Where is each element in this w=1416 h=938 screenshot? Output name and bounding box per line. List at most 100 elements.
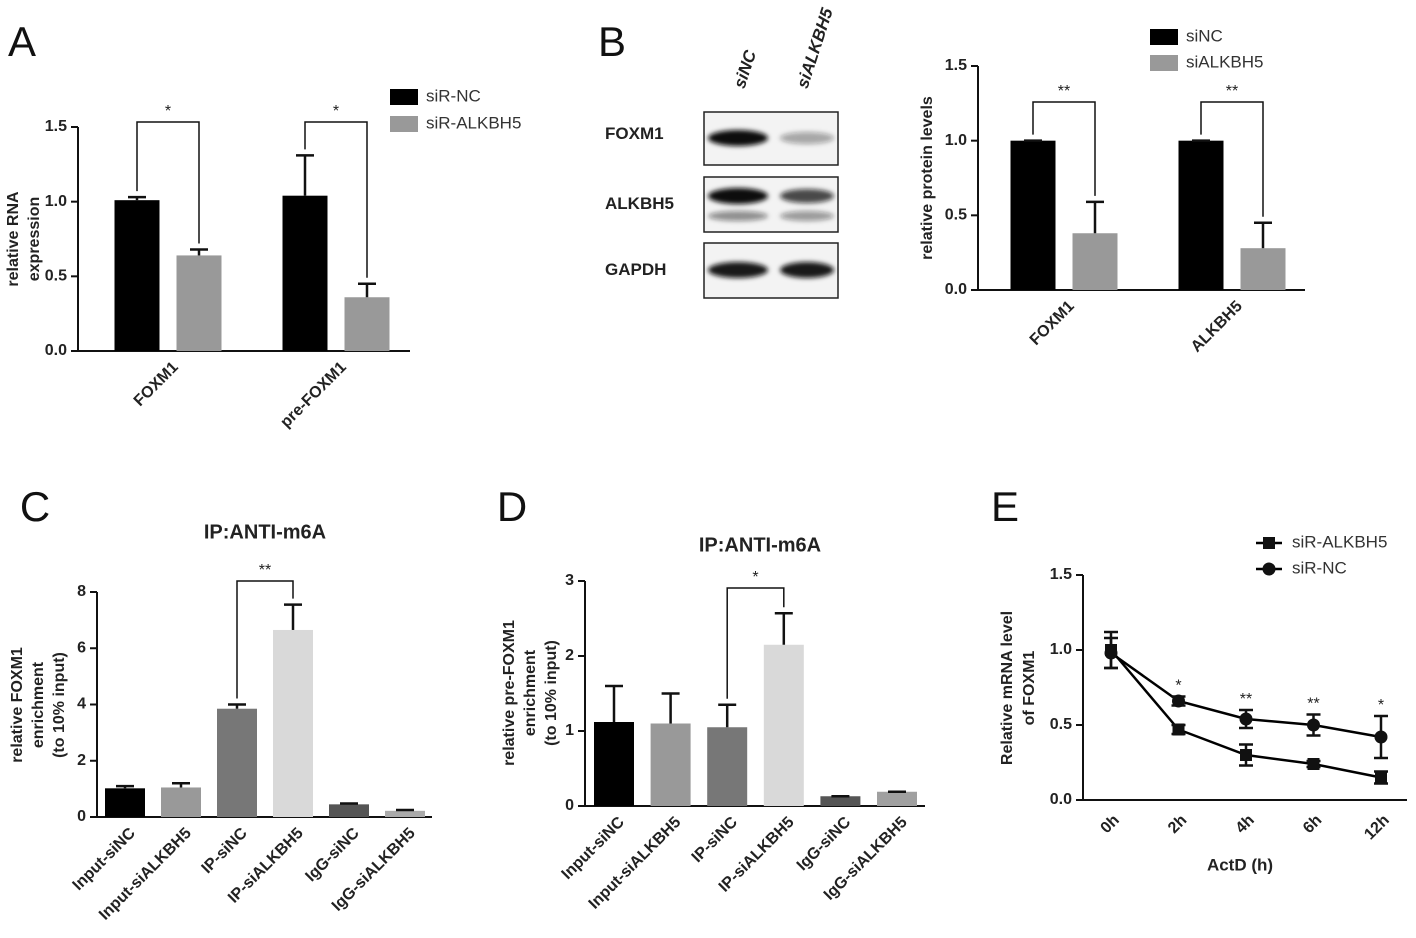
protein-label: FOXM1 xyxy=(605,124,664,143)
legend-item: siR-NC xyxy=(390,86,481,105)
bar xyxy=(161,787,201,817)
panel-letter: D xyxy=(497,483,527,530)
x-tick-label: 0h xyxy=(1098,812,1123,837)
significance-label: * xyxy=(165,103,171,120)
legend-swatch xyxy=(1150,29,1178,45)
x-tick-label: pre-FOXM1 xyxy=(277,359,349,431)
y-tick-label: 1.5 xyxy=(1050,566,1072,583)
y-axis-label: enrichment xyxy=(30,661,47,748)
significance-label: * xyxy=(333,103,339,120)
error-bar xyxy=(284,603,302,630)
y-tick-label: 6 xyxy=(77,639,86,656)
panel-letter: B xyxy=(598,18,626,65)
bar xyxy=(1010,140,1056,290)
blot-band xyxy=(708,262,768,278)
x-tick-label: FOXM1 xyxy=(131,359,182,410)
y-tick-label: 1.0 xyxy=(1050,641,1072,658)
y-axis-label: expression xyxy=(26,197,43,281)
legend-item: siR-ALKBH5 xyxy=(1256,532,1387,551)
panel-letter: C xyxy=(20,483,50,530)
y-tick-label: 3 xyxy=(565,572,574,589)
bar xyxy=(1072,233,1118,290)
x-tick-label: 2h xyxy=(1165,812,1190,837)
y-tick-label: 2 xyxy=(77,752,86,769)
blot-band xyxy=(780,262,834,278)
error-bar xyxy=(172,782,190,788)
x-tick-label: IgG-siNC xyxy=(794,813,855,874)
significance-label: * xyxy=(752,569,758,586)
blot-bands xyxy=(708,262,834,278)
blot-band xyxy=(708,130,768,146)
legend-swatch xyxy=(1150,55,1178,71)
error-bar xyxy=(1086,200,1104,234)
bar xyxy=(105,788,145,817)
bar xyxy=(650,723,691,806)
point xyxy=(1307,758,1320,770)
legend-label: siR-ALKBH5 xyxy=(426,113,521,132)
bar xyxy=(594,722,634,806)
legend-marker xyxy=(1262,562,1276,576)
significance-bracket xyxy=(1200,101,1264,217)
y-tick-label: 0.0 xyxy=(1050,791,1072,808)
error-bar xyxy=(116,784,134,789)
y-tick-label: 0.0 xyxy=(45,342,67,359)
y-axis-label: relative pre-FOXM1 xyxy=(501,620,518,766)
y-tick-label: 1.5 xyxy=(45,118,67,135)
legend-label: siR-ALKBH5 xyxy=(1292,532,1387,551)
y-tick-label: 2 xyxy=(565,647,574,664)
y-tick-label: 8 xyxy=(77,583,86,600)
x-tick-label: FOXM1 xyxy=(1027,298,1078,349)
legend-item: siR-ALKBH5 xyxy=(390,113,521,132)
significance-label: * xyxy=(1175,678,1181,695)
x-tick-label: ALKBH5 xyxy=(1188,298,1246,356)
legend-item: siNC xyxy=(1150,26,1223,45)
legend-marker xyxy=(1263,537,1275,549)
chart-title: IP:ANTI-m6A xyxy=(204,521,326,543)
bar xyxy=(820,796,861,806)
y-axis-label: enrichment xyxy=(522,649,539,736)
legend-swatch xyxy=(390,89,418,105)
error-bar xyxy=(661,692,680,724)
blot-frame xyxy=(703,176,839,233)
y-tick-label: 1.0 xyxy=(45,193,67,210)
error-bar xyxy=(190,248,208,256)
y-tick-label: 0.0 xyxy=(945,281,967,298)
protein-label: ALKBH5 xyxy=(605,194,674,213)
blot-band xyxy=(780,132,834,144)
panel-letter: E xyxy=(991,483,1019,530)
panel-letter: A xyxy=(8,18,36,65)
significance-label: ** xyxy=(1058,83,1070,100)
significance-label: ** xyxy=(1307,696,1319,713)
lane-label: siALKBH5 xyxy=(793,5,837,90)
point xyxy=(1240,749,1252,761)
y-axis-label: (to 10% input) xyxy=(51,652,68,758)
significance-bracket xyxy=(236,580,294,699)
bar xyxy=(282,195,328,351)
x-tick-label: IP-siNC xyxy=(689,813,742,866)
point xyxy=(1374,730,1388,744)
y-tick-label: 0 xyxy=(77,808,86,825)
error-bar xyxy=(228,703,246,709)
y-axis-label: relative RNA xyxy=(5,191,22,287)
blot-bands xyxy=(708,188,834,221)
bar xyxy=(1240,248,1286,290)
point xyxy=(1172,723,1185,736)
legend-item: siALKBH5 xyxy=(1150,52,1263,71)
bar xyxy=(329,804,369,817)
legend-label: siALKBH5 xyxy=(1186,52,1263,71)
significance-label: ** xyxy=(1226,83,1238,100)
protein-label: GAPDH xyxy=(605,260,666,279)
y-tick-label: 0 xyxy=(565,797,574,814)
error-bar xyxy=(718,703,737,728)
x-tick-label: IgG-siNC xyxy=(302,824,363,885)
y-tick-label: 1 xyxy=(565,722,574,739)
bar xyxy=(344,297,390,351)
legend-swatch xyxy=(390,116,418,132)
bar xyxy=(114,200,160,351)
y-tick-label: 4 xyxy=(77,696,86,713)
lane-label: siNC xyxy=(730,47,760,90)
bar xyxy=(176,255,222,351)
x-tick-label: 12h xyxy=(1361,812,1393,844)
error-bar xyxy=(605,684,623,722)
